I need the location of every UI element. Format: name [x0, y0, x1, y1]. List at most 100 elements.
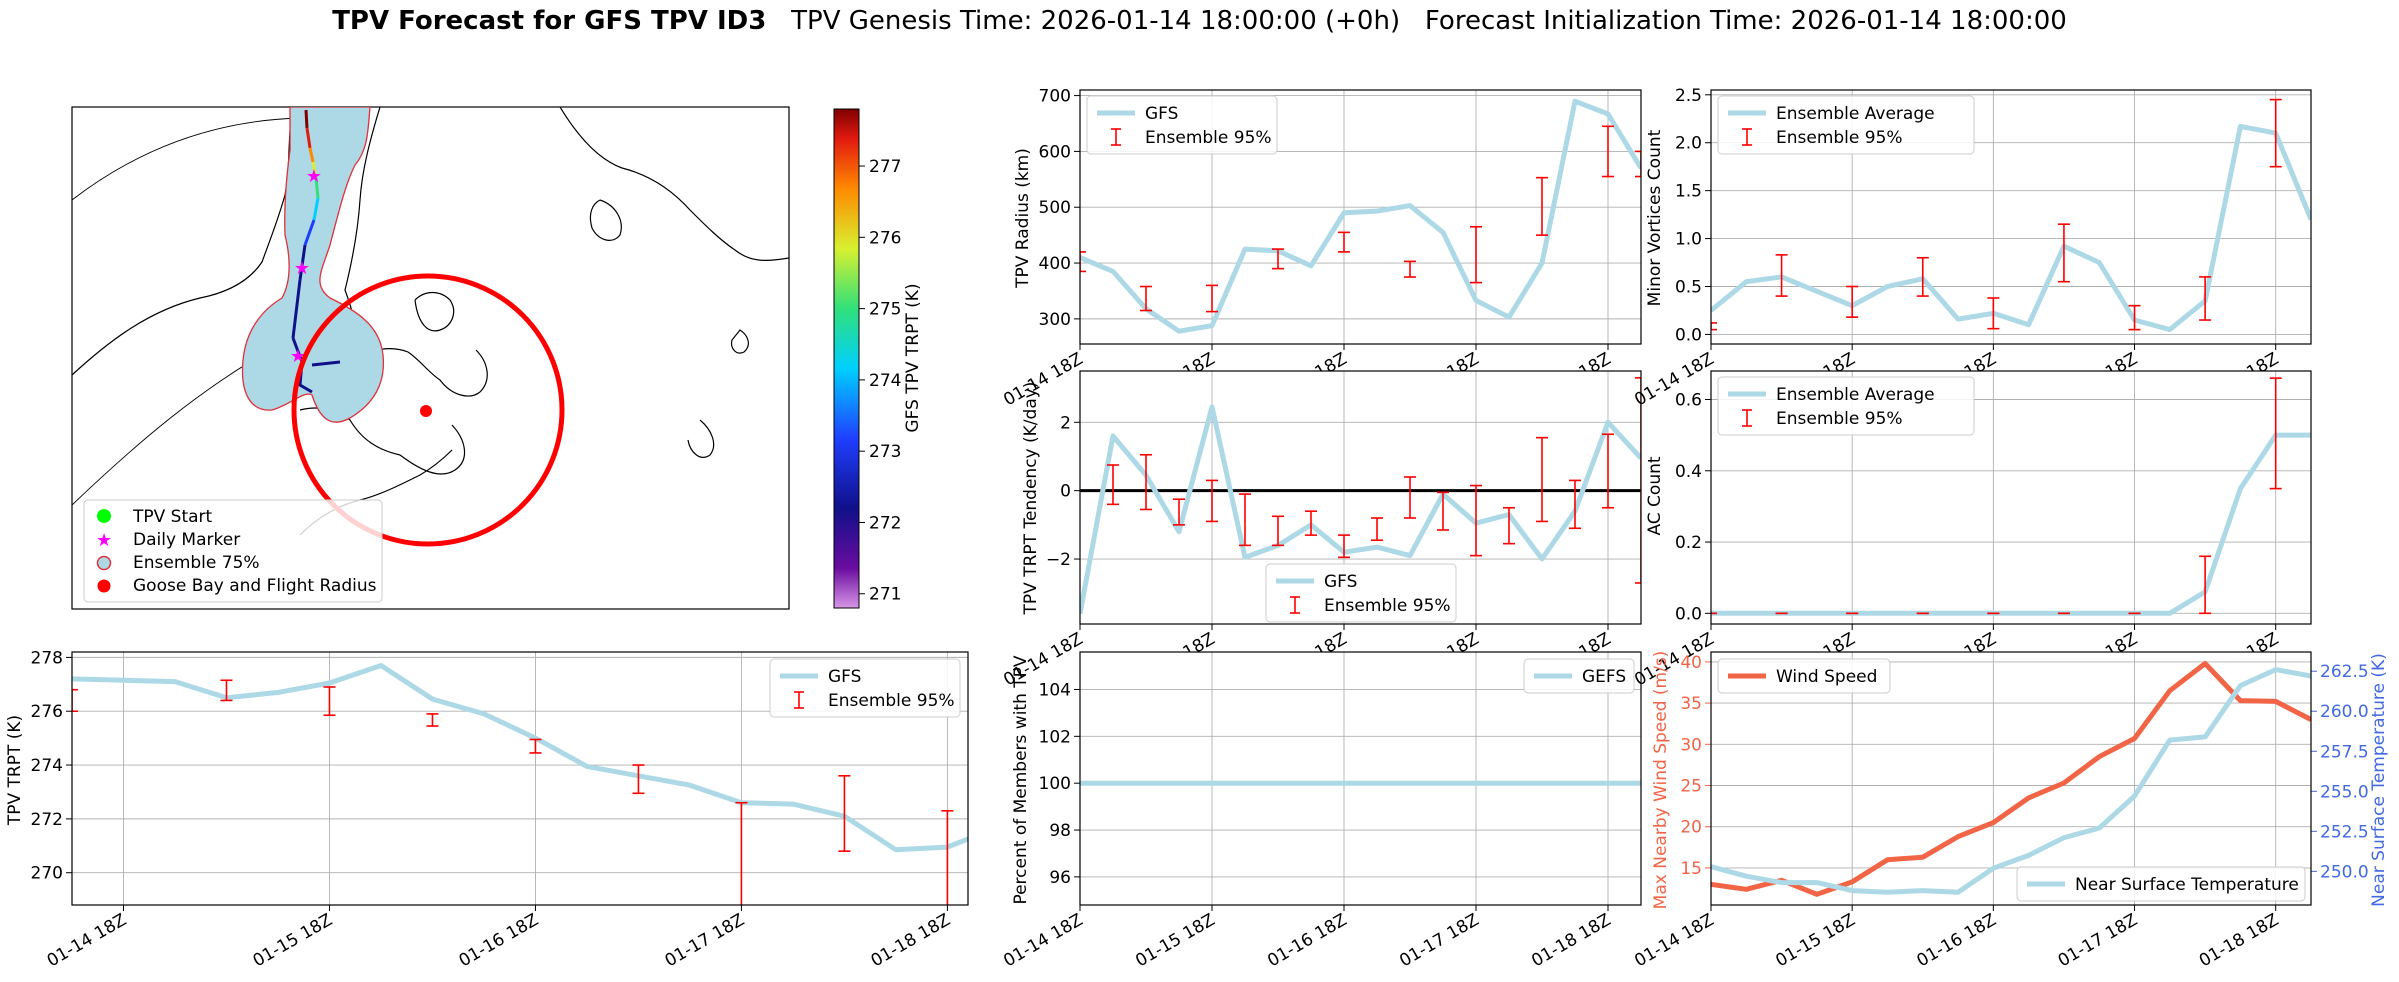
- legend-label: Wind Speed: [1776, 667, 1877, 687]
- x-tick-label: 01-14 18Z: [1000, 910, 1086, 971]
- y-tick-label: 300: [1039, 310, 1071, 330]
- goose-bay-dot: [420, 405, 432, 417]
- ensemble-75-area: [241, 107, 385, 423]
- magenta-star-icon: ★: [96, 530, 112, 551]
- x-tick-label: 01-16 18Z: [1264, 910, 1350, 971]
- ylabel-trpt: TPV TRPT (K): [5, 715, 25, 826]
- chart-trpt: 01-14 18Z 01-15 18Z 01-16 18Z 01-17 18Z 01-1…: [5, 648, 969, 971]
- y-tick-label: 15: [1680, 859, 1702, 879]
- y-tick-label: 600: [1039, 142, 1071, 162]
- x-tick-label: 01-17 18Z: [662, 910, 748, 971]
- title-main: TPV Forecast for GFS TPV ID3: [332, 6, 767, 36]
- ylabel-minor: Minor Vortices Count: [1645, 129, 1665, 306]
- legend-label: GFS: [828, 667, 861, 687]
- legend-box: [2016, 866, 2306, 902]
- plot-area: [1080, 652, 1641, 905]
- y-tick-label: 96: [1049, 868, 1071, 888]
- y-tick-label: 2: [1060, 413, 1071, 433]
- x-tick-label: 01-17 18Z: [1396, 910, 1482, 971]
- y-tick-label: 274: [31, 756, 63, 776]
- legend-label: GEFS: [1582, 667, 1626, 687]
- svg-text:★: ★: [306, 166, 322, 187]
- x-tick-label: 01-14 18Z: [1631, 629, 1717, 690]
- plot-frame: [1710, 651, 2312, 906]
- map-legend-label-2: Ensemble 75%: [133, 553, 260, 573]
- legend-label: Ensemble 95%: [1776, 128, 1903, 148]
- red-dot-icon: [97, 579, 111, 593]
- y2-tick-label: 252.5: [2320, 822, 2369, 842]
- map-legend: ★ TPV Start Daily Marker Ensemble 75% Go…: [83, 499, 383, 603]
- legend-label: Ensemble 95%: [1776, 409, 1903, 429]
- plot-frame: [1079, 370, 1642, 625]
- plot-frame: [1710, 89, 2312, 345]
- y-tick-label: 2.5: [1675, 86, 1702, 106]
- series-line-ensemble-average: [1711, 432, 2311, 616]
- legend-label: Ensemble Average: [1776, 385, 1935, 405]
- ylabel-radius: TPV Radius (km): [1013, 148, 1033, 289]
- y-tick-label: 278: [31, 648, 63, 668]
- y-tick-label: 0.4: [1675, 462, 1702, 482]
- y2-tick-label: 255.0: [2320, 782, 2369, 802]
- plot-frame: [71, 651, 969, 906]
- y-tick-label: 0: [1060, 482, 1071, 502]
- legend-label: Ensemble 95%: [1145, 128, 1272, 148]
- series-line-gfs: [1080, 98, 1641, 334]
- y-tick-label: 35: [1680, 694, 1702, 714]
- series-line-gfs: [1080, 404, 1641, 615]
- chart-legend: GFS Ensemble 95%: [1086, 95, 1278, 155]
- map-legend-label-3: Goose Bay and Flight Radius: [133, 576, 377, 596]
- plot-content: [72, 663, 968, 905]
- chart-legend: Near Surface Temperature: [2016, 866, 2306, 902]
- colorbar-gradient: [833, 108, 860, 609]
- y-tick-label: 25: [1680, 777, 1702, 797]
- colorbar-tick-label: 277: [869, 157, 901, 177]
- legend-label: Ensemble Average: [1776, 104, 1935, 124]
- y-tick-label: 98: [1049, 821, 1071, 841]
- x-tick-label: 01-16 18Z: [456, 910, 542, 971]
- y-tick-label: 400: [1039, 254, 1071, 274]
- x-tick-label: 01-18 18Z: [2196, 910, 2282, 971]
- legend-label: Ensemble 95%: [1324, 596, 1451, 616]
- x-tick-label: 01-18 18Z: [868, 910, 954, 971]
- title-init: Forecast Initialization Time: 2026-01-14…: [1424, 6, 2067, 36]
- y-tick-label: 1.5: [1675, 182, 1702, 202]
- y2-tick-label: 250.0: [2320, 862, 2369, 882]
- y2-tick-label: 257.5: [2320, 742, 2369, 762]
- y-tick-label: 104: [1039, 680, 1071, 700]
- x-tick-label: 01-14 18Z: [44, 910, 130, 971]
- y-tick-label: 0.6: [1675, 391, 1702, 411]
- chart-legend: Wind Speed: [1717, 658, 1891, 694]
- ylabel-wind: Max Nearby Wind Speed (m/s): [1651, 651, 1671, 910]
- chart-legend: GFS Ensemble 95%: [769, 658, 961, 718]
- x-tick-label: 01-17 18Z: [2055, 910, 2141, 971]
- y-tick-label: 20: [1680, 818, 1702, 838]
- y-tick-label: 0.0: [1675, 604, 1702, 624]
- y-tick-label: 270: [31, 864, 63, 884]
- map-legend-label-1: Daily Marker: [133, 530, 240, 550]
- x-tick-label: 01-16 18Z: [1914, 910, 2000, 971]
- x-tick-label: 01-18 18Z: [1528, 910, 1614, 971]
- x-tick-label: 01-15 18Z: [250, 910, 336, 971]
- chart-legend: Ensemble Average Ensemble 95%: [1717, 376, 1975, 436]
- y2-tick-label: 260.0: [2320, 702, 2369, 722]
- legend-box: [1717, 95, 1975, 155]
- plot-content: [1080, 98, 1641, 334]
- figure-title: TPV Forecast for GFS TPV ID3 TPV Genesis…: [0, 6, 2399, 36]
- svg-text:★: ★: [294, 258, 310, 279]
- ylabel-tendency: TPV TRPT Tendency (K/day): [1021, 382, 1041, 616]
- y-tick-label: 40: [1680, 653, 1702, 673]
- colorbar: 271 272 273 274 275 276 277 GFS TPV TRPT (K): [833, 108, 923, 609]
- legend-box: [1717, 658, 1891, 694]
- lightblue-circle-icon: [96, 555, 112, 571]
- plot-content: [1080, 377, 1641, 615]
- y2-tick-label: 262.5: [2320, 662, 2369, 682]
- colorbar-tick-label: 274: [869, 371, 901, 391]
- map-panel: ★ ★ ★ ★ TPV Start Daily Marker Ensemble …: [71, 106, 790, 610]
- y-tick-label: 102: [1039, 727, 1071, 747]
- y-tick-label: −2: [1046, 550, 1071, 570]
- series-line-wind-speed: [1711, 661, 2311, 897]
